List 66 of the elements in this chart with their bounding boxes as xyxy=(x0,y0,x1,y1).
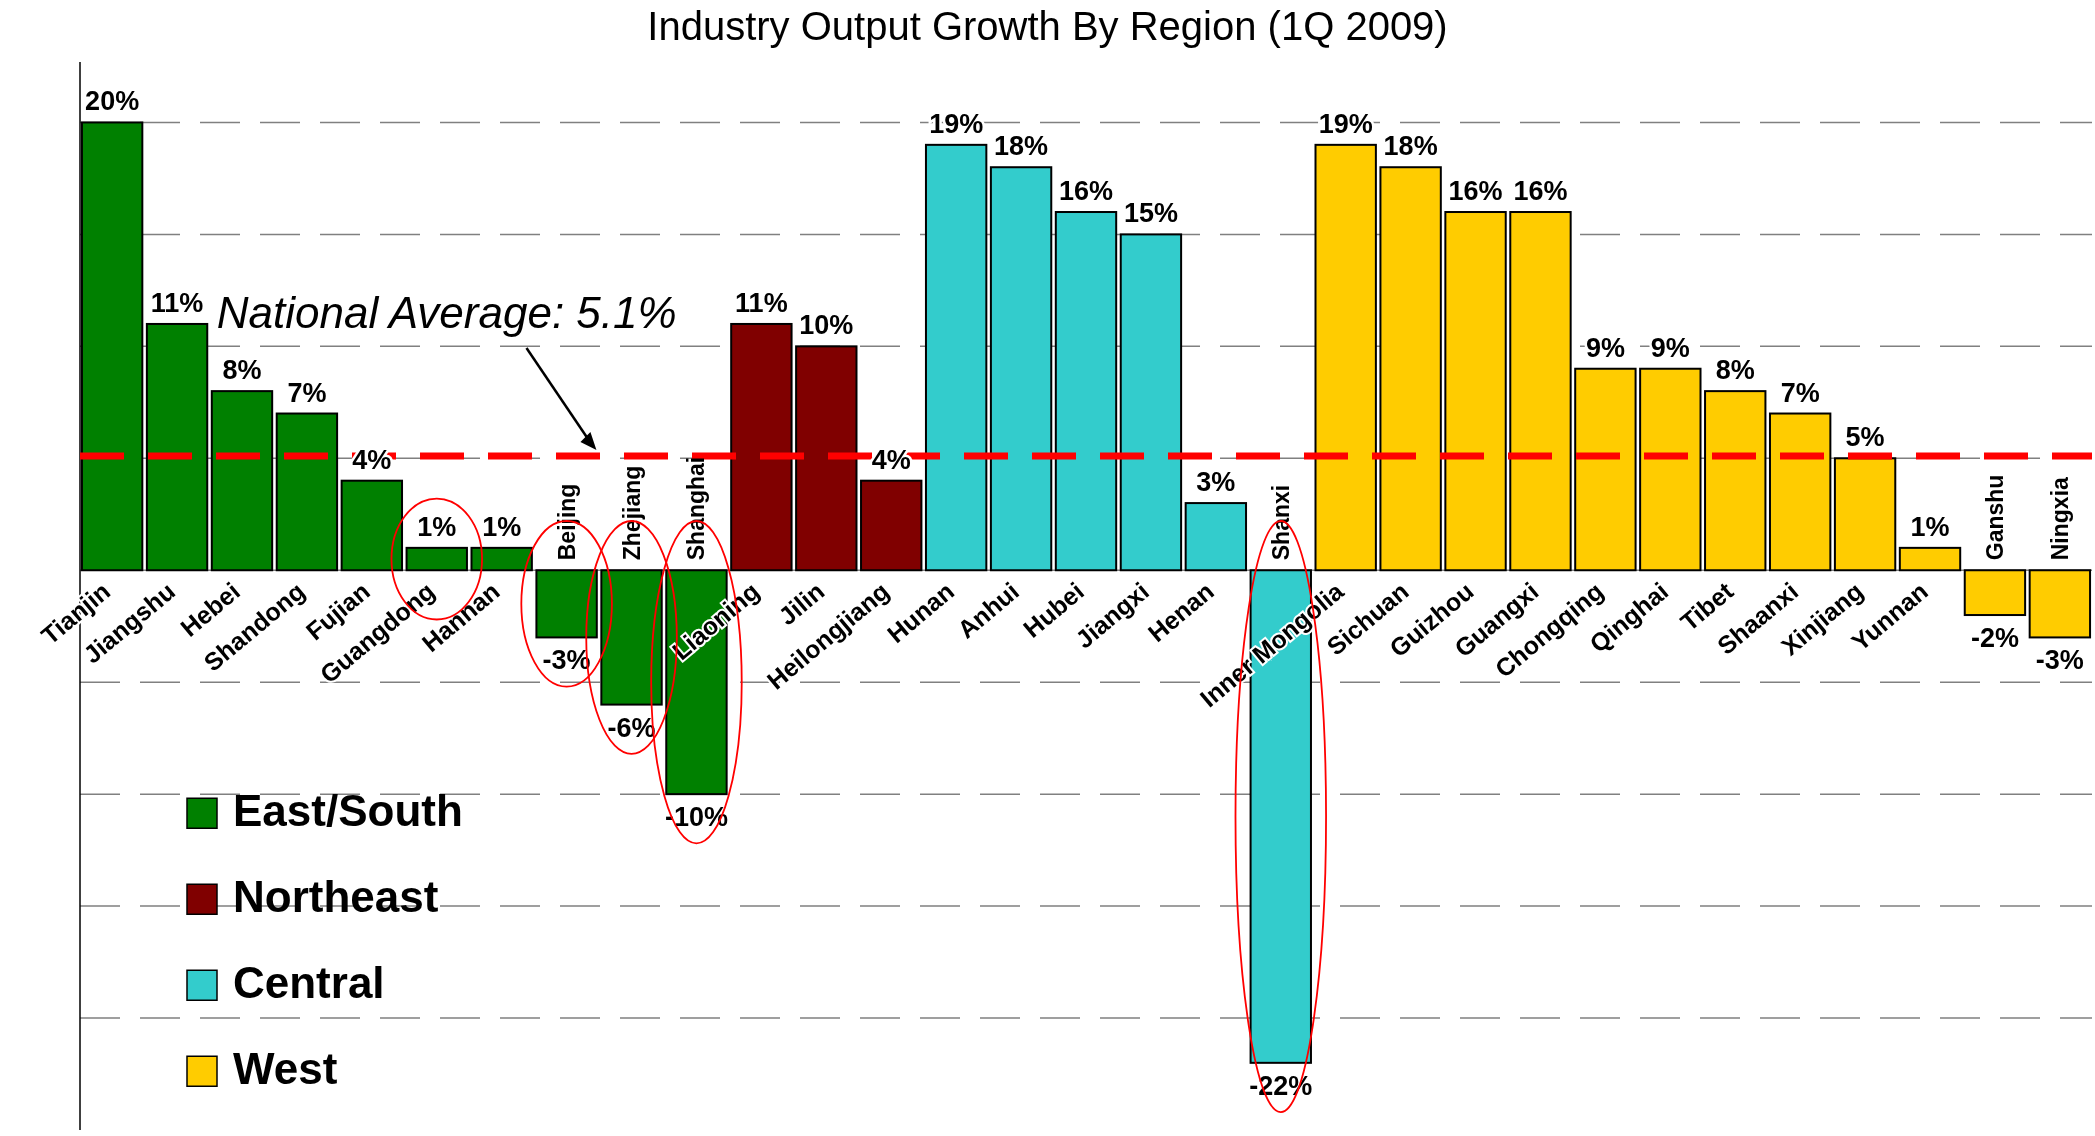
chart-title: Industry Output Growth By Region (1Q 2009) xyxy=(647,4,1448,48)
data-label: 16% xyxy=(1448,176,1503,207)
bar xyxy=(600,569,663,706)
bar xyxy=(340,479,404,572)
bar xyxy=(1509,211,1572,572)
x-tick-label: Shanxi xyxy=(1267,484,1294,561)
bar xyxy=(535,569,598,639)
data-label: 16% xyxy=(1513,176,1568,207)
bar xyxy=(1833,457,1897,572)
bar xyxy=(2028,569,2092,639)
data-label: 1% xyxy=(417,511,457,542)
data-label: 7% xyxy=(1780,377,1820,408)
bar xyxy=(1314,143,1377,572)
bar xyxy=(275,412,339,572)
bar xyxy=(405,546,468,572)
data-label: 1% xyxy=(1910,511,1950,542)
data-label: 11% xyxy=(150,287,204,318)
bar xyxy=(1704,390,1767,572)
x-tick-label: Ningxia xyxy=(2046,476,2073,561)
data-label: 11% xyxy=(735,287,788,318)
x-tick-label: Shanghai xyxy=(683,456,710,561)
legend-label: Central xyxy=(233,958,385,1008)
bar xyxy=(795,345,858,572)
ref-line-label: National Average: 5.1% xyxy=(216,288,677,338)
bar xyxy=(860,479,923,572)
data-label: 19% xyxy=(929,108,984,139)
bar xyxy=(1963,569,2027,617)
bar xyxy=(1574,367,1637,572)
data-label: 10% xyxy=(799,310,854,341)
bar xyxy=(1639,367,1702,572)
data-label: -2% xyxy=(1970,623,2019,654)
bar xyxy=(989,166,1053,572)
data-label: 18% xyxy=(994,131,1049,162)
bar xyxy=(1768,412,1832,572)
bar xyxy=(1184,502,1248,572)
bar xyxy=(210,390,274,572)
bar xyxy=(1379,166,1442,572)
data-label: 4% xyxy=(871,444,911,475)
bar xyxy=(470,546,533,572)
data-label: 8% xyxy=(1715,355,1755,386)
data-label: 8% xyxy=(222,355,262,386)
data-label: 20% xyxy=(85,86,140,117)
data-label: 5% xyxy=(1845,422,1885,453)
data-label: 16% xyxy=(1058,176,1114,207)
data-label: 18% xyxy=(1383,131,1438,162)
bar xyxy=(145,322,209,572)
bar xyxy=(1444,211,1507,572)
data-label: -3% xyxy=(2035,645,2084,676)
data-label: 19% xyxy=(1318,108,1373,139)
data-label: 7% xyxy=(287,377,327,408)
data-label: 3% xyxy=(1196,467,1236,498)
bar xyxy=(924,143,988,572)
legend-label: Northeast xyxy=(233,872,439,922)
data-label: 1% xyxy=(482,511,522,542)
bar xyxy=(1898,546,1962,572)
x-tick-label: Zhejiang xyxy=(618,465,645,561)
legend-label: West xyxy=(233,1044,338,1094)
data-label: 9% xyxy=(1585,332,1625,363)
bar xyxy=(730,322,793,572)
data-label: 9% xyxy=(1650,332,1690,363)
x-tick-label: Ganshu xyxy=(1981,474,2008,561)
legend-label: East/South xyxy=(233,786,463,836)
data-label: 15% xyxy=(1123,198,1178,229)
x-tick-label: Beijing xyxy=(553,483,580,561)
bar xyxy=(1054,211,1118,572)
bar xyxy=(1119,233,1183,572)
